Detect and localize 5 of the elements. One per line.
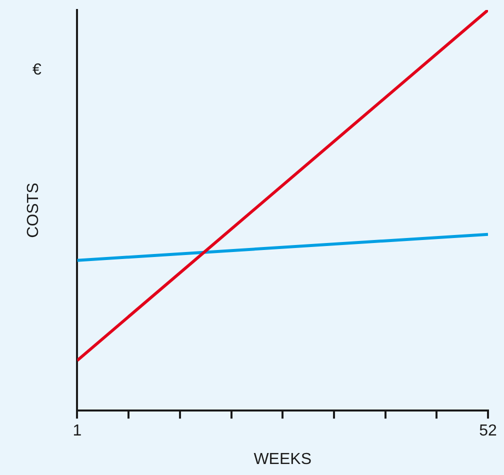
y-axis-title: COSTS [25,182,42,238]
x-axis-title: WEEKS [254,450,312,468]
x-tick-label: 1 [72,422,82,440]
text: € [32,61,42,78]
x-tick-label: 52 [479,422,497,440]
